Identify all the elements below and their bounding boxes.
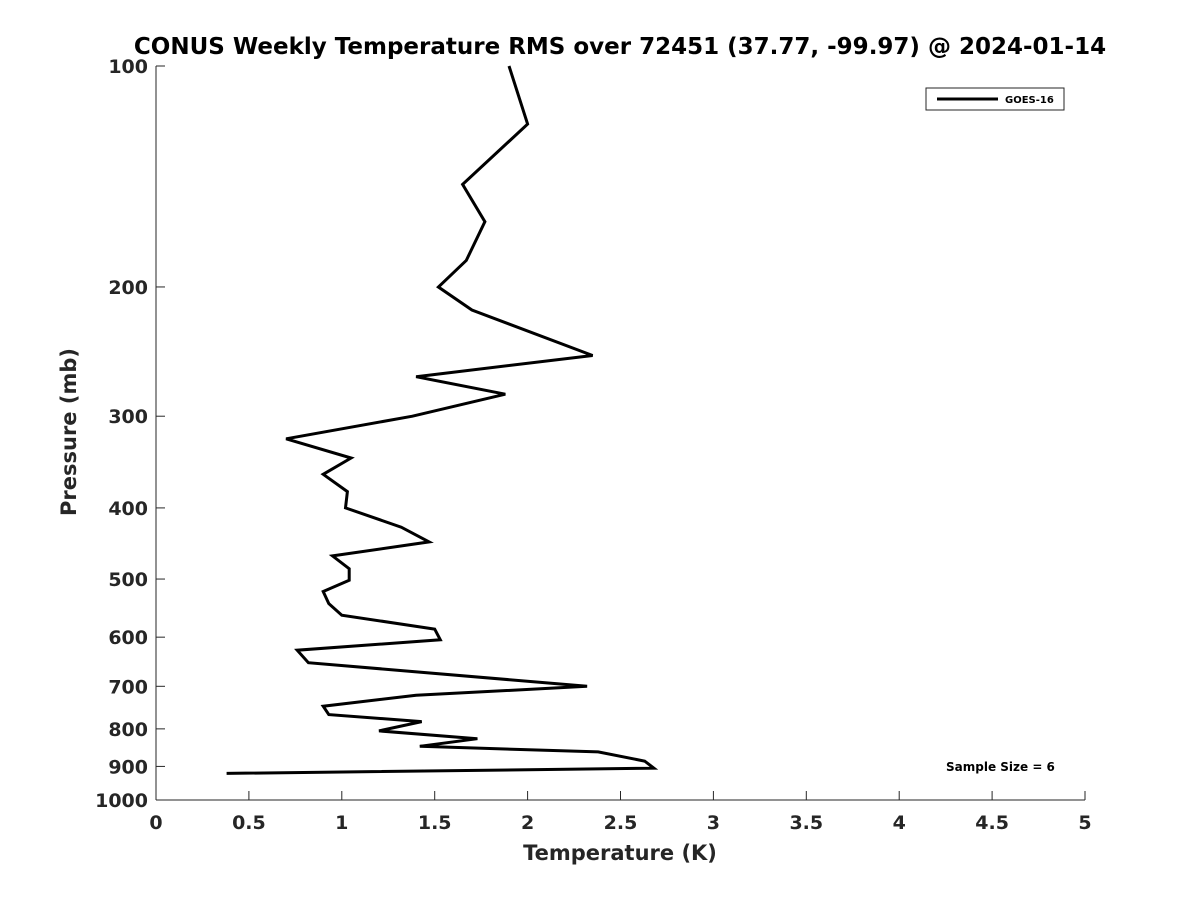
series-line-goes-16 (226, 65, 659, 775)
y-tick-label: 800 (108, 719, 148, 741)
x-tick-label: 3.5 (789, 812, 823, 834)
x-tick-label: 5 (1078, 812, 1091, 834)
x-tick-label: 0.5 (232, 812, 266, 834)
chart-title: CONUS Weekly Temperature RMS over 72451 … (134, 34, 1106, 60)
x-axis-label: Temperature (K) (523, 841, 717, 865)
x-tick-label: 0 (149, 812, 162, 834)
x-tick-label: 1 (335, 812, 348, 834)
sample-size-annotation: Sample Size = 6 (946, 760, 1055, 774)
x-tick-label: 3 (707, 812, 720, 834)
y-tick-label: 700 (108, 676, 148, 698)
x-axis: 0 0.5 1 1.5 2 2.5 3 3.5 4 4.5 5 (149, 791, 1092, 834)
y-tick-label: 100 (108, 56, 148, 78)
y-tick-label: 1000 (95, 790, 148, 812)
y-tick-label: 900 (108, 756, 148, 778)
y-tick-label: 200 (108, 277, 148, 299)
y-axis: 100 200 300 400 500 600 700 800 900 1000 (95, 56, 165, 812)
legend-label: GOES-16 (1005, 95, 1054, 106)
y-tick-label: 300 (108, 406, 148, 428)
series-layer (226, 65, 659, 775)
y-tick-label: 400 (108, 498, 148, 520)
y-tick-label: 500 (108, 569, 148, 591)
x-tick-label: 2.5 (604, 812, 638, 834)
x-tick-label: 4 (893, 812, 906, 834)
legend: GOES-16 (925, 87, 1065, 111)
y-tick-label: 600 (108, 627, 148, 649)
x-tick-label: 2 (521, 812, 534, 834)
x-tick-label: 1.5 (418, 812, 452, 834)
x-tick-label: 4.5 (975, 812, 1009, 834)
y-axis-label: Pressure (mb) (57, 348, 81, 516)
